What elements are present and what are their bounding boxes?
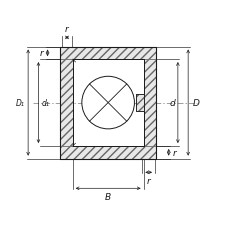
Text: r: r	[65, 25, 68, 34]
Polygon shape	[143, 60, 155, 146]
Text: D: D	[191, 99, 198, 108]
Text: d: d	[169, 99, 174, 108]
Text: D₁: D₁	[16, 99, 25, 108]
Polygon shape	[135, 95, 143, 112]
Text: r: r	[146, 177, 150, 185]
Polygon shape	[60, 47, 155, 60]
Polygon shape	[60, 60, 72, 146]
Text: d₁: d₁	[41, 99, 49, 108]
Text: B: B	[105, 193, 111, 202]
Text: r: r	[172, 148, 176, 157]
Circle shape	[82, 77, 134, 129]
Polygon shape	[60, 146, 155, 159]
Text: r: r	[39, 49, 43, 58]
